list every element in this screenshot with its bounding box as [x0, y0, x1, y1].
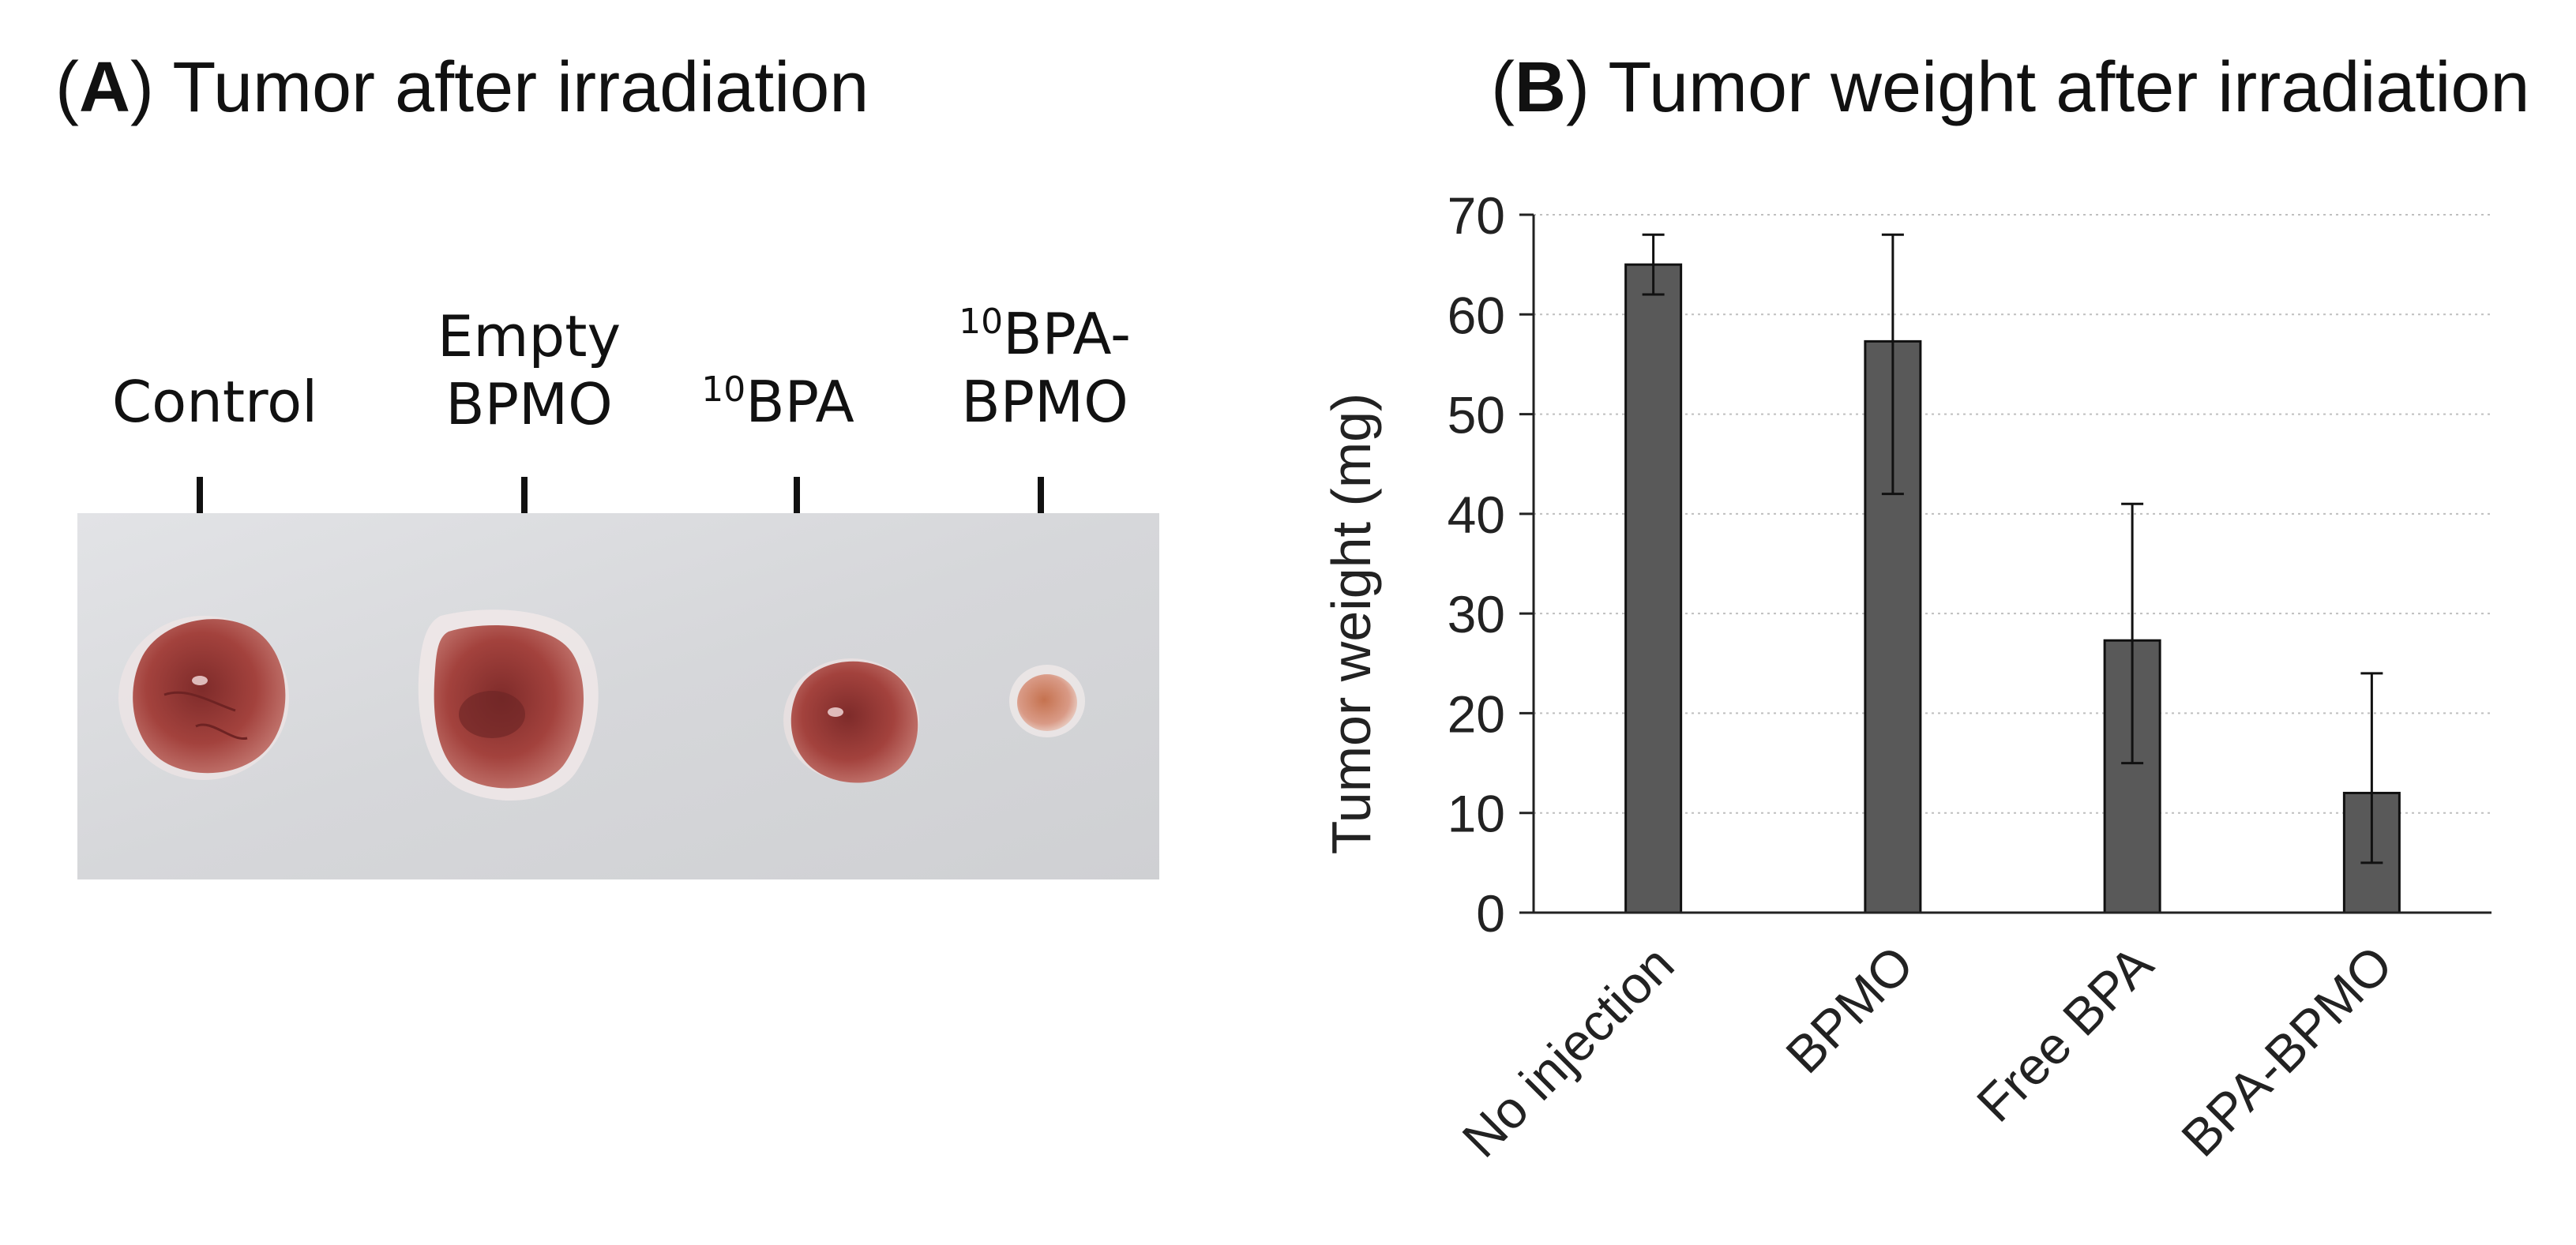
y-tick-label: 0 — [1476, 884, 1505, 943]
panel-b-title-text: Tumor weight after irradiation — [1608, 48, 2530, 127]
y-tick-label: 60 — [1448, 286, 1505, 344]
panel-a-title-text: Tumor after irradiation — [172, 48, 869, 127]
x-category-label: BPMO — [1774, 935, 1924, 1085]
panel-a-title: (A) Tumor after irradiation — [55, 48, 869, 127]
specimen-label-10bpa: 10BPA — [701, 368, 854, 436]
specimen-label-line: Empty — [437, 303, 621, 369]
specimen-label-10bpa-bpmo: 10BPA- BPMO — [959, 300, 1131, 436]
y-tick-label: 30 — [1448, 585, 1505, 643]
bars-layer — [1624, 233, 2401, 914]
specimen-label-empty-bpmo: Empty BPMO — [437, 302, 621, 438]
specimen-label-line: BPMO — [445, 371, 613, 437]
y-tick-label: 70 — [1448, 186, 1505, 245]
tumor-10bpa — [783, 658, 919, 783]
specimen-label-line: BPA- — [1003, 301, 1131, 367]
specimen-label-line: BPMO — [961, 369, 1128, 435]
panel-b-title: (B) Tumor weight after irradiation — [1491, 48, 2530, 127]
y-tick-label: 10 — [1448, 785, 1505, 843]
specimen-label-control: Control — [112, 368, 317, 436]
isotope-superscript: 10 — [701, 369, 746, 410]
specimen-label-line: BPA — [745, 369, 854, 435]
y-tick-label: 50 — [1448, 386, 1505, 444]
panel-a-letter: A — [78, 48, 130, 127]
tumor-control — [118, 616, 289, 780]
tumor-10bpa-bpmo — [1009, 665, 1085, 737]
axes-layer: 0 10 20 30 40 50 60 70 No injection BPMO Free BPA B… — [1448, 186, 2492, 1168]
tumor-photo — [77, 513, 1159, 879]
specimen-label-line: Control — [111, 369, 318, 435]
x-category-label: No injection — [1451, 935, 1684, 1168]
grid-layer — [1534, 214, 2492, 814]
bar — [1624, 263, 1683, 914]
bar — [1864, 339, 1922, 914]
tumor-empty-bpmo — [418, 609, 599, 801]
x-category-label: Free BPA — [1966, 935, 2164, 1133]
isotope-superscript: 10 — [959, 302, 1004, 342]
x-category-label: BPA-BPMO — [2170, 935, 2403, 1168]
y-tick-label: 20 — [1448, 684, 1505, 743]
y-axis-title: Tumor weight (mg) — [1320, 393, 1382, 855]
y-tick-label: 40 — [1448, 486, 1505, 544]
panel-b-letter: B — [1514, 48, 1566, 127]
